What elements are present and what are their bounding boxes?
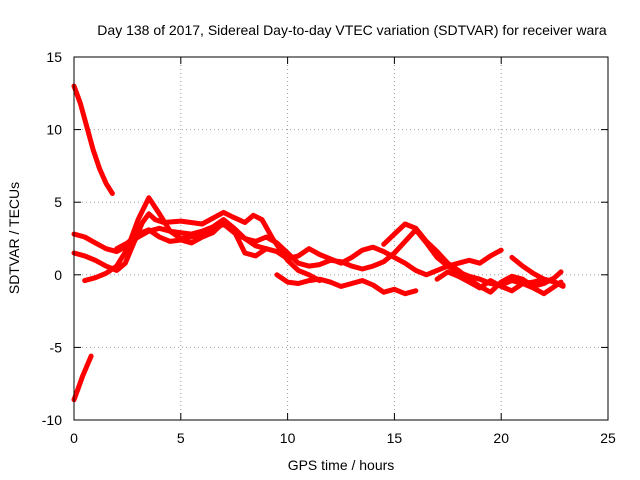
x-axis-label: GPS time / hours — [288, 457, 395, 473]
y-tick-label: 5 — [54, 194, 62, 210]
plot-frame — [73, 56, 609, 421]
axis-ticks: 0 5 10 15 20 25 -10 -5 0 5 10 15 — [42, 49, 616, 446]
x-tick-label: 5 — [177, 430, 185, 446]
y-tick-label: 15 — [46, 49, 62, 65]
y-tick-label: 0 — [54, 267, 62, 283]
data-series — [71, 83, 566, 403]
x-tick-label: 0 — [70, 430, 78, 446]
series-line-track-1 — [71, 83, 115, 196]
series-line-track-10 — [434, 269, 564, 297]
series-line-track-6 — [114, 220, 504, 278]
y-axis-label: SDTVAR / TECUs — [6, 182, 22, 294]
y-tick-label: 10 — [46, 122, 62, 138]
grid-lines — [74, 57, 608, 420]
x-tick-label: 25 — [600, 430, 616, 446]
y-tick-label: -5 — [50, 339, 63, 355]
series-line-track-7 — [274, 272, 419, 297]
y-tick-label: -10 — [42, 412, 62, 428]
x-tick-label: 20 — [493, 430, 509, 446]
x-tick-label: 10 — [280, 430, 296, 446]
chart-title: Day 138 of 2017, Sidereal Day-to-day VTE… — [97, 22, 607, 38]
x-tick-label: 15 — [387, 430, 403, 446]
series-line-track-2 — [71, 353, 94, 403]
